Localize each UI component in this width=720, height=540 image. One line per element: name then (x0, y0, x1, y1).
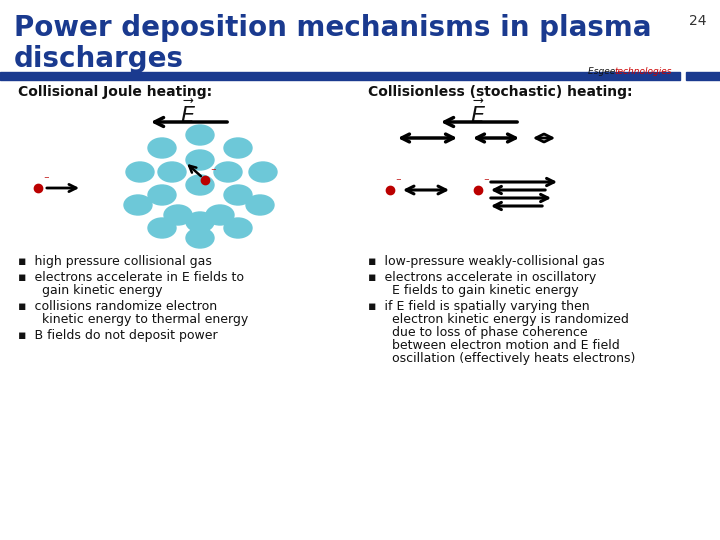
Ellipse shape (186, 175, 214, 195)
Text: Esgee: Esgee (588, 67, 618, 76)
Text: 24: 24 (688, 14, 706, 28)
Ellipse shape (246, 195, 274, 215)
Ellipse shape (158, 162, 186, 182)
Bar (0, 72, 680, 80)
Text: ▪  if E field is spatially varying then: ▪ if E field is spatially varying then (368, 300, 590, 313)
Bar (686, 72, 720, 80)
Ellipse shape (214, 162, 242, 182)
Ellipse shape (249, 162, 277, 182)
Ellipse shape (206, 205, 234, 225)
Text: $^-$: $^-$ (394, 177, 402, 187)
Text: kinetic energy to thermal energy: kinetic energy to thermal energy (30, 313, 248, 326)
Text: ▪  high pressure collisional gas: ▪ high pressure collisional gas (18, 255, 212, 268)
Text: $^-$: $^-$ (482, 177, 490, 187)
Ellipse shape (186, 125, 214, 145)
Text: $^-$: $^-$ (42, 175, 50, 185)
Ellipse shape (186, 212, 214, 232)
Text: electron kinetic energy is randomized: electron kinetic energy is randomized (380, 313, 629, 326)
Text: discharges: discharges (14, 45, 184, 73)
Text: due to loss of phase coherence: due to loss of phase coherence (380, 326, 588, 339)
Ellipse shape (126, 162, 154, 182)
Text: ▪  collisions randomize electron: ▪ collisions randomize electron (18, 300, 217, 313)
Text: gain kinetic energy: gain kinetic energy (30, 284, 163, 297)
Text: Power deposition mechanisms in plasma: Power deposition mechanisms in plasma (14, 14, 652, 42)
Text: Collisional Joule heating:: Collisional Joule heating: (18, 85, 212, 99)
Ellipse shape (224, 218, 252, 238)
Ellipse shape (124, 195, 152, 215)
Ellipse shape (164, 205, 192, 225)
Text: $\vec{E}$: $\vec{E}$ (180, 100, 196, 127)
Text: ▪  electrons accelerate in oscillatory: ▪ electrons accelerate in oscillatory (368, 271, 596, 284)
Text: ▪  B fields do not deposit power: ▪ B fields do not deposit power (18, 329, 217, 342)
Text: E fields to gain kinetic energy: E fields to gain kinetic energy (380, 284, 579, 297)
Text: Collisionless (stochastic) heating:: Collisionless (stochastic) heating: (368, 85, 632, 99)
Ellipse shape (224, 185, 252, 205)
Text: between electron motion and E field: between electron motion and E field (380, 339, 620, 352)
Text: ▪  electrons accelerate in E fields to: ▪ electrons accelerate in E fields to (18, 271, 244, 284)
Text: $^-$: $^-$ (209, 167, 217, 177)
Text: ▪  low-pressure weakly-collisional gas: ▪ low-pressure weakly-collisional gas (368, 255, 605, 268)
Ellipse shape (148, 138, 176, 158)
Ellipse shape (148, 185, 176, 205)
Ellipse shape (186, 228, 214, 248)
Ellipse shape (186, 150, 214, 170)
Ellipse shape (148, 218, 176, 238)
Ellipse shape (224, 138, 252, 158)
Text: oscillation (effectively heats electrons): oscillation (effectively heats electrons… (380, 352, 635, 365)
Text: $\vec{E}$: $\vec{E}$ (470, 100, 486, 127)
Text: technologies: technologies (614, 67, 672, 76)
